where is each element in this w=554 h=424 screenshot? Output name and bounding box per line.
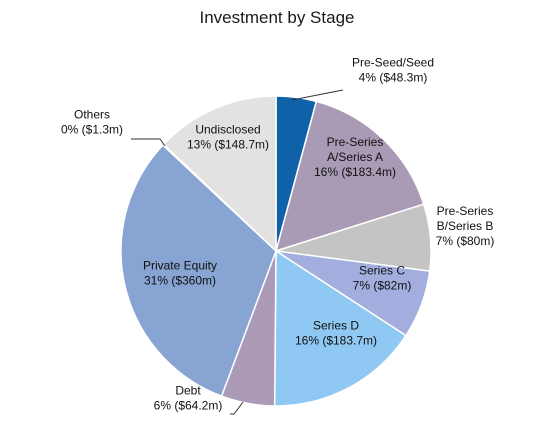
slice-label-line: Pre-Seed/Seed: [352, 56, 434, 70]
slice-label-line: 4% ($48.3m): [359, 71, 428, 85]
slice-label-line: Private Equity: [143, 259, 217, 273]
slice-label-line: 16% ($183.4m): [314, 165, 396, 179]
slice-label-line: Debt: [175, 384, 201, 398]
slice-label-line: 6% ($64.2m): [154, 399, 223, 413]
pie-slice-private-equity: [120, 144, 277, 398]
slice-label-pre-series-a-series-a: Pre-Series A/Series A 16% ($183.4m): [314, 135, 396, 179]
slice-label-line: Pre-Series: [327, 135, 384, 149]
leader-line-others: [131, 138, 166, 147]
slice-label-line: Series D: [313, 319, 359, 333]
leader-line-debt: [230, 401, 244, 415]
slice-label-line: B/Series B: [437, 219, 494, 233]
slice-label-line: 0% ($1.3m): [61, 123, 123, 137]
slice-label-private-equity: Private Equity 31% ($360m): [143, 259, 217, 288]
slice-label-line: 31% ($360m): [144, 274, 216, 288]
leader-line-pre-seed-seed: [291, 89, 344, 101]
chart-title: Investment by Stage: [199, 8, 355, 27]
slice-label-line: 13% ($148.7m): [187, 138, 269, 152]
slice-label-debt: Debt 6% ($64.2m): [154, 384, 223, 413]
slice-label-line: Undisclosed: [195, 123, 260, 137]
slice-label-line: 7% ($80m): [436, 234, 495, 248]
slice-label-series-c: Series C 7% ($82m): [353, 264, 412, 293]
slice-label-line: Series C: [359, 264, 405, 278]
pie-slice-undisclosed: [162, 95, 277, 253]
slice-label-line: Pre-Series: [437, 204, 494, 218]
slice-label-pre-seed-seed: Pre-Seed/Seed 4% ($48.3m): [352, 56, 434, 85]
slice-label-line: A/Series A: [327, 150, 383, 164]
pie-slice-pre-series-a-series-a: [274, 100, 425, 253]
slice-label-line: Others: [74, 108, 110, 122]
slice-label-others: Others 0% ($1.3m): [61, 108, 123, 137]
slice-label-pre-series-b-series-b: Pre-Series B/Series B 7% ($80m): [436, 204, 495, 248]
slice-label-undisclosed: Undisclosed 13% ($148.7m): [187, 123, 269, 152]
slice-label-line: 16% ($183.7m): [295, 334, 377, 348]
slice-label-series-d: Series D 16% ($183.7m): [295, 319, 377, 348]
slice-label-line: 7% ($82m): [353, 279, 412, 293]
pie-slice-series-d: [273, 249, 407, 407]
